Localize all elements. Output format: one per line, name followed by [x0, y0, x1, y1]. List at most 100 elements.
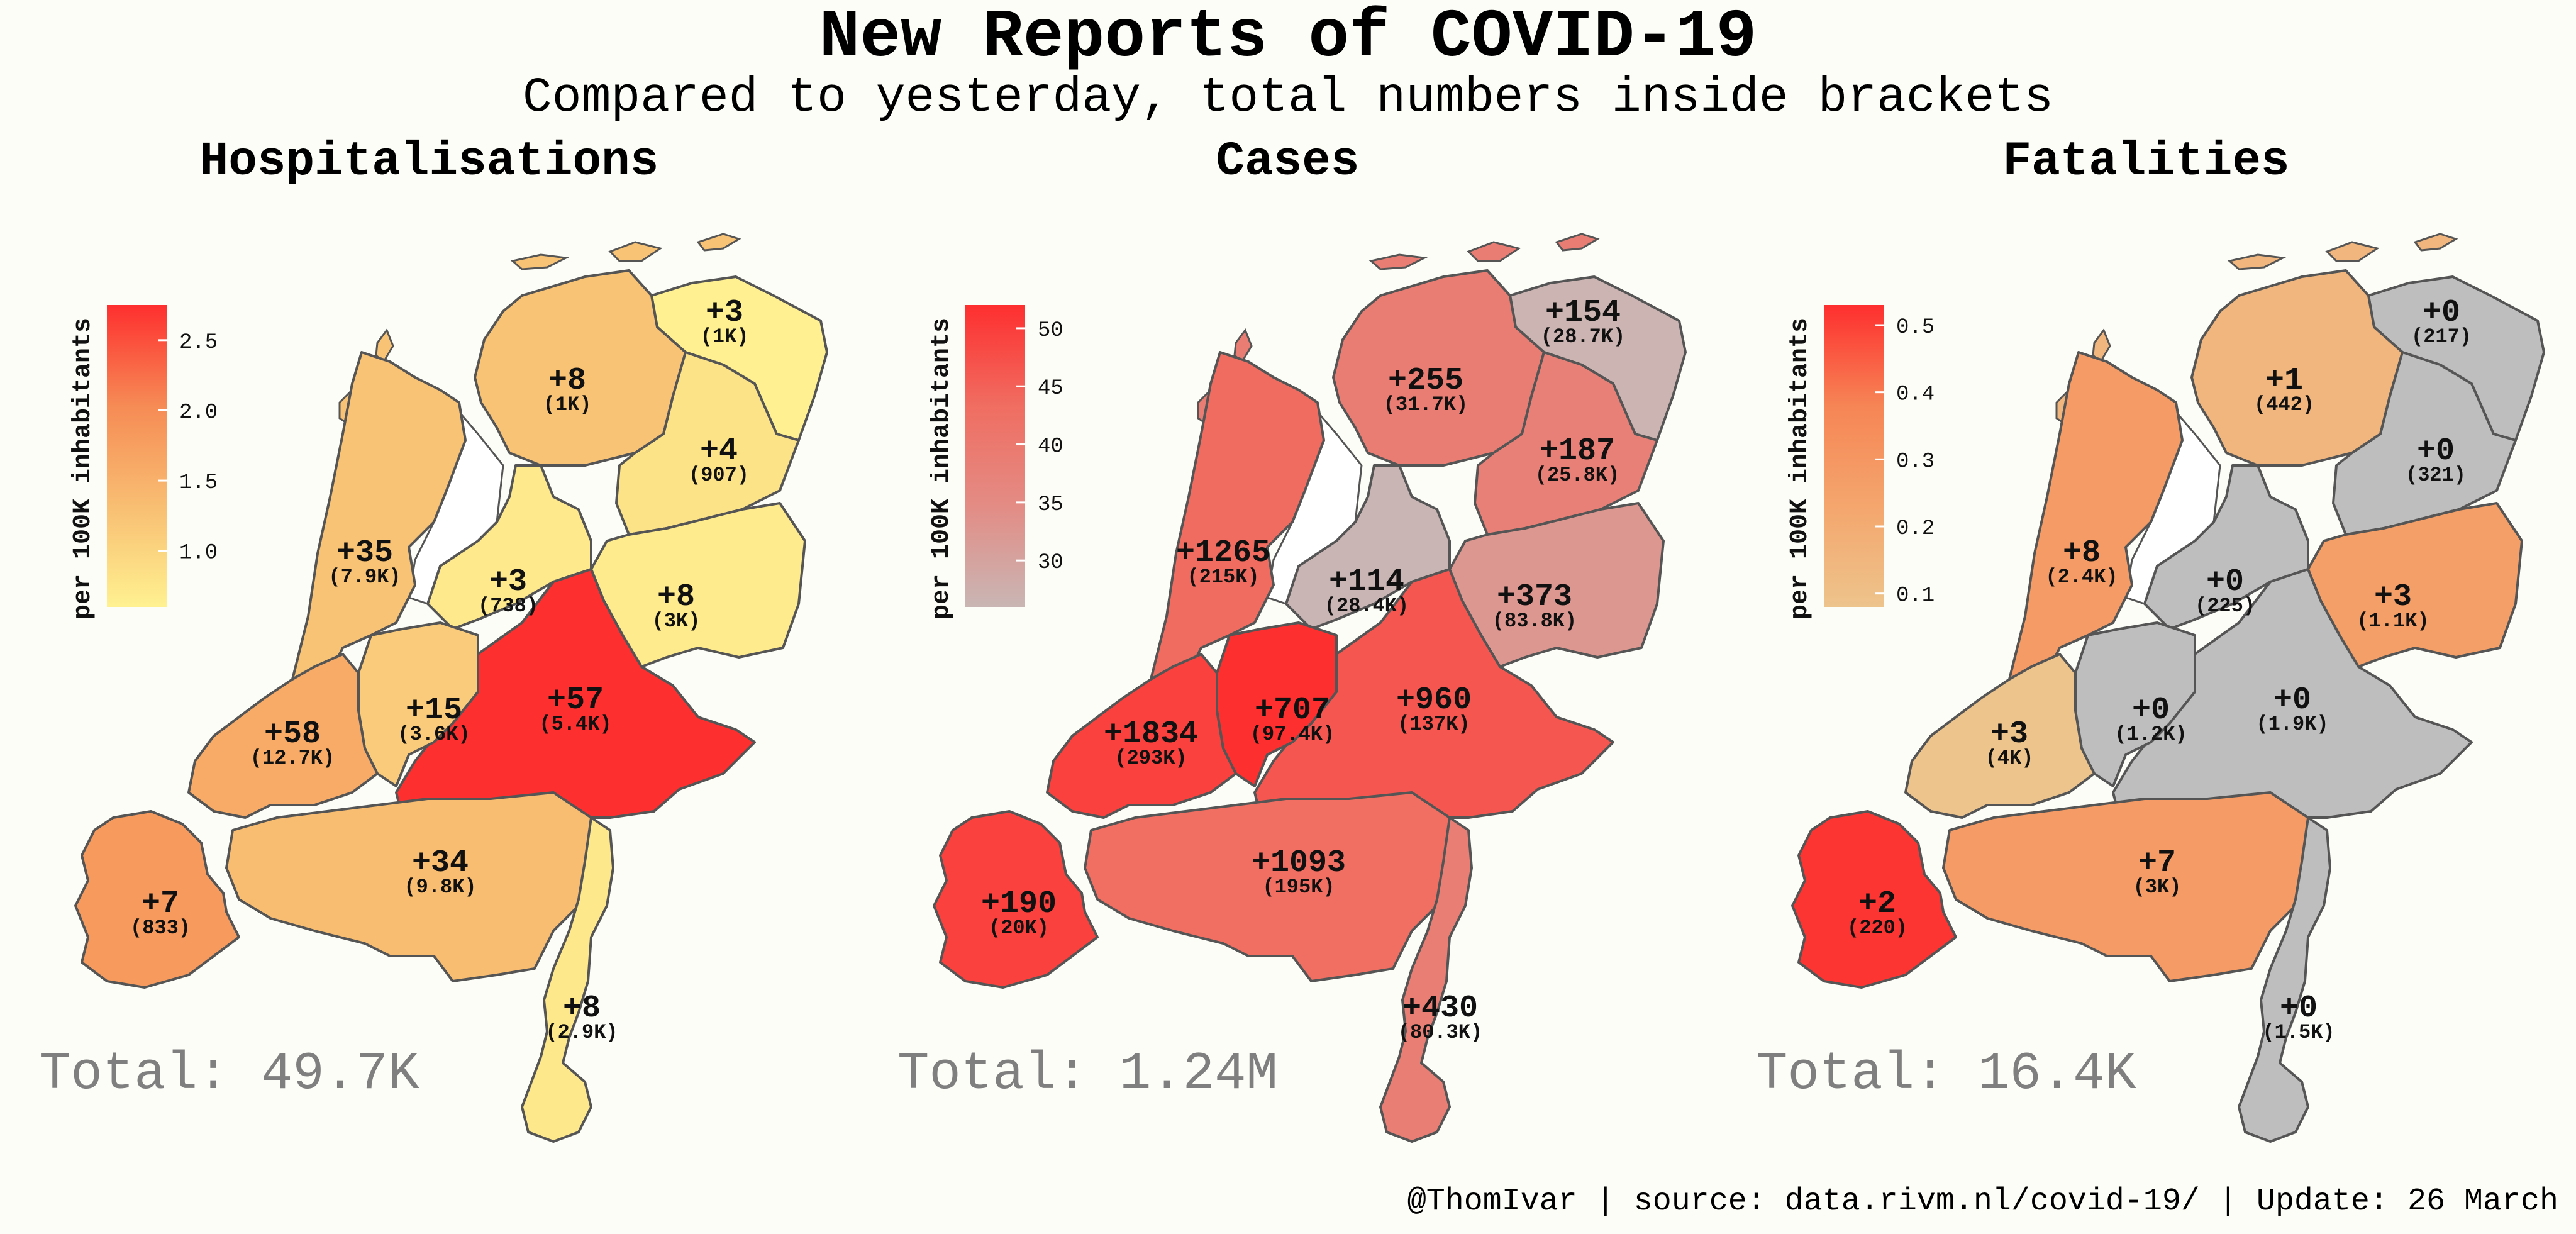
region-delta-label: +3	[2374, 579, 2412, 615]
province-noord-holland[interactable]	[2008, 351, 2184, 699]
region-total-label: (321)	[2406, 464, 2466, 487]
region-delta-label: +1834	[1104, 716, 1198, 752]
panel-total-label: Total: 16.4K	[1756, 1045, 2136, 1104]
hospitalisations-panel-title: Hospitalisations	[199, 135, 659, 189]
region-total-label: (7.9K)	[328, 565, 401, 589]
legend-tick-label: 0.1	[1896, 584, 1935, 608]
region-total-label: (2.9K)	[545, 1021, 618, 1044]
page-title: New Reports of COVID-19	[819, 0, 1757, 76]
page-subtitle: Compared to yesterday, total numbers ins…	[523, 70, 2053, 126]
region-total-label: (1.1K)	[2357, 609, 2429, 633]
region-total-label: (28.4K)	[1324, 594, 1409, 618]
province-limburg[interactable]	[1379, 816, 1473, 1143]
region-total-label: (738)	[478, 594, 538, 618]
wadden-island-shape	[375, 328, 394, 364]
province-limburg[interactable]	[2238, 816, 2331, 1143]
legend-tick-label: 50	[1038, 319, 1063, 343]
legend-tick-label: 40	[1038, 435, 1063, 459]
province-noord-holland[interactable]	[1150, 351, 1325, 699]
region-total-label: (4K)	[1985, 747, 2034, 770]
province-gelderland[interactable]	[395, 568, 756, 825]
region-delta-label: +0	[2280, 991, 2318, 1026]
region-delta-label: +8	[657, 579, 695, 615]
legend-tick-label: 2.0	[179, 401, 218, 425]
wadden-island-shape	[1368, 253, 1428, 270]
province-friesland[interactable]	[474, 269, 687, 467]
province-noord-brabant[interactable]	[225, 791, 605, 982]
province-gelderland[interactable]	[1253, 568, 1614, 825]
legend-tick-label: 2.5	[179, 331, 218, 355]
hospitalisations-map-panel: Hospitalisations +3 (1K) +8 (1K) +4 (907) +35(…	[0, 126, 858, 1170]
wadden-island-shape	[2413, 233, 2458, 252]
wadden-island-shape	[1555, 233, 1600, 252]
region-total-label: (907)	[689, 464, 749, 487]
cases-panel-title: Cases	[1216, 135, 1360, 189]
region-delta-label: +0	[2206, 564, 2244, 600]
region-delta-label: +7	[142, 886, 179, 922]
region-delta-label: +190	[981, 886, 1057, 922]
province-zuid-holland[interactable]	[1046, 653, 1237, 819]
region-delta-label: +7	[2138, 845, 2176, 881]
region-delta-label: +187	[1540, 433, 1615, 469]
legend-tick-label: 0.5	[1896, 316, 1935, 340]
fatalities-map-svg: +0(217)+1(442)+0(321)+8(2.4K) +0(225) +3(1…	[1756, 233, 2545, 1143]
region-total-label: (217)	[2411, 325, 2472, 348]
province-friesland[interactable]	[1332, 269, 1545, 467]
region-total-label: (20K)	[989, 916, 1049, 940]
region-total-label: (25.8K)	[1535, 464, 1619, 487]
province-flevoland[interactable]	[426, 464, 592, 630]
province-noord-brabant[interactable]	[1084, 791, 1463, 982]
legend-tick-label: 0.2	[1896, 517, 1935, 541]
province-friesland[interactable]	[2190, 269, 2404, 467]
province-noord-brabant[interactable]	[1942, 791, 2322, 982]
wadden-island-shape	[510, 253, 570, 270]
fatalities-panel-title: Fatalities	[2002, 135, 2290, 189]
region-delta-label: +34	[412, 845, 469, 881]
region-delta-label: +57	[547, 682, 604, 718]
region-delta-label: +8	[548, 363, 586, 399]
source-footer: @ThomIvar | source: data.rivm.nl/covid-1…	[1407, 1184, 2558, 1220]
legend-color-bar	[1824, 305, 1884, 607]
region-delta-label: +2	[1858, 886, 1896, 922]
wadden-island-shape	[696, 233, 741, 252]
region-delta-label: +58	[264, 716, 321, 752]
region-total-label: (1K)	[543, 393, 592, 416]
province-zeeland[interactable]	[933, 810, 1099, 989]
region-total-label: (3.6K)	[397, 723, 470, 746]
legend-tick-label: 1.0	[179, 542, 218, 565]
region-delta-label: +154	[1545, 295, 1621, 331]
region-delta-label: +3	[489, 564, 527, 600]
region-delta-label: +8	[2063, 535, 2101, 571]
wadden-island-shape	[1467, 241, 1521, 262]
wadden-island-shape	[2092, 328, 2111, 364]
region-total-label: (5.4K)	[539, 713, 611, 736]
fatalities-map-panel: Fatalities +0 (217) +1 (442) +0 (321) +8 (2.4K)…	[1717, 126, 2575, 1170]
region-total-label: (12.7K)	[250, 747, 335, 770]
province-flevoland[interactable]	[2143, 464, 2309, 630]
region-total-label: (442)	[2254, 393, 2314, 416]
province-flevoland[interactable]	[1285, 464, 1451, 630]
province-gelderland[interactable]	[2112, 568, 2473, 825]
province-zuid-holland[interactable]	[1904, 653, 2096, 819]
region-delta-label: +0	[2417, 433, 2455, 469]
province-limburg[interactable]	[521, 816, 614, 1143]
legend-axis-label: per 100K inhabitants	[1786, 318, 1814, 620]
hospitalisations-map-svg: +3(1K)+8(1K)+4(907)+35(7.9K) +3(738) +8(3K…	[39, 233, 828, 1143]
region-delta-label: +3	[706, 295, 743, 331]
province-noord-holland[interactable]	[291, 351, 467, 699]
region-delta-label: +1265	[1176, 535, 1270, 571]
cases-map-panel: Cases +154 (28.7K) +255 (31.7K) +187 (25.8K) +…	[858, 126, 1717, 1170]
region-delta-label: +255	[1388, 363, 1463, 399]
legend-axis-label: per 100K inhabitants	[69, 318, 97, 620]
province-zeeland[interactable]	[74, 810, 240, 989]
legend-tick-label: 45	[1038, 377, 1063, 401]
region-total-label: (9.8K)	[404, 875, 476, 899]
region-total-label: (195K)	[1262, 875, 1335, 899]
province-zeeland[interactable]	[1791, 810, 1957, 989]
legend-tick-label: 30	[1038, 551, 1063, 575]
province-zuid-holland[interactable]	[187, 653, 379, 819]
region-total-label: (293K)	[1114, 747, 1187, 770]
legend-tick-label: 1.5	[179, 471, 218, 495]
region-delta-label: +373	[1497, 579, 1572, 615]
region-delta-label: +430	[1402, 991, 1478, 1026]
